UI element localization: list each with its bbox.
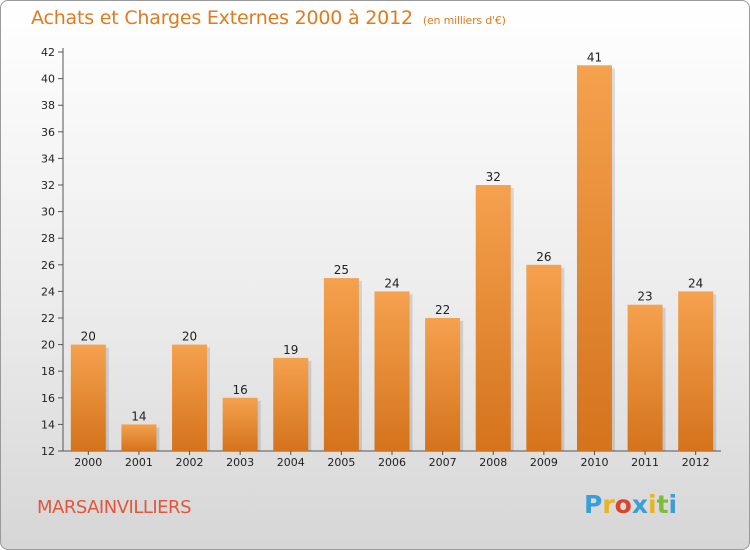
logo-letter: o <box>614 490 632 519</box>
y-tick-label: 14 <box>41 418 55 431</box>
bar <box>121 424 157 451</box>
y-tick-label: 20 <box>41 339 55 352</box>
y-tick-label: 34 <box>41 152 55 165</box>
x-tick-label: 2011 <box>631 456 659 469</box>
bar <box>323 278 359 451</box>
x-tick-label: 2012 <box>682 456 710 469</box>
y-tick-label: 26 <box>41 259 55 272</box>
y-tick-label: 36 <box>41 126 55 139</box>
logo-letter: i <box>668 490 678 519</box>
bar <box>222 397 258 451</box>
data-label: 20 <box>182 330 197 344</box>
data-label: 23 <box>637 290 652 304</box>
x-tick-label: 2010 <box>580 456 608 469</box>
bar <box>576 65 612 452</box>
bar <box>172 344 208 451</box>
x-tick-label: 2007 <box>429 456 457 469</box>
logo-letter: P <box>584 490 603 519</box>
data-label: 22 <box>435 303 450 317</box>
bar <box>475 185 511 451</box>
logo-letter: x <box>631 490 648 519</box>
y-tick-label: 12 <box>41 445 55 458</box>
chart-title: Achats et Charges Externes 2000 à 2012 (e… <box>31 7 506 29</box>
y-tick-label: 24 <box>41 285 55 298</box>
proxiti-logo[interactable]: Proxiti <box>584 490 677 519</box>
logo-letter: r <box>602 490 615 519</box>
x-tick-label: 2008 <box>479 456 507 469</box>
chart-title-text: Achats et Charges Externes 2000 à 2012 <box>31 7 413 29</box>
commune-name: MARSAINVILLIERS <box>37 497 192 518</box>
bar <box>374 291 410 451</box>
y-tick-label: 38 <box>41 99 55 112</box>
data-label: 16 <box>233 383 248 397</box>
data-label: 14 <box>131 409 146 423</box>
x-tick-label: 2000 <box>74 456 102 469</box>
logo-letter: t <box>656 490 669 519</box>
data-label: 20 <box>81 330 96 344</box>
chart-subtitle: (en milliers d'€) <box>422 14 506 27</box>
x-tick-label: 2002 <box>176 456 204 469</box>
data-label: 24 <box>384 276 399 290</box>
data-label: 41 <box>587 50 602 64</box>
data-label: 19 <box>283 343 298 357</box>
logo-letter: i <box>648 490 657 519</box>
x-tick-label: 2009 <box>530 456 558 469</box>
bar <box>273 357 309 451</box>
data-label: 26 <box>536 250 551 264</box>
y-tick-label: 16 <box>41 392 55 405</box>
bar <box>70 344 106 451</box>
y-tick-label: 18 <box>41 365 55 378</box>
y-tick-label: 22 <box>41 312 55 325</box>
data-label: 25 <box>334 263 349 277</box>
y-tick-label: 42 <box>41 46 55 59</box>
y-tick-label: 28 <box>41 232 55 245</box>
x-tick-label: 2005 <box>327 456 355 469</box>
bar <box>526 264 562 451</box>
y-tick-label: 40 <box>41 73 55 86</box>
y-tick-label: 32 <box>41 179 55 192</box>
bar <box>627 304 663 451</box>
x-tick-label: 2003 <box>226 456 254 469</box>
bar <box>425 318 461 451</box>
x-tick-label: 2001 <box>125 456 153 469</box>
data-label: 24 <box>688 276 703 290</box>
data-label: 32 <box>486 170 501 184</box>
x-tick-label: 2006 <box>378 456 406 469</box>
bar <box>678 291 714 451</box>
y-tick-label: 30 <box>41 206 55 219</box>
x-tick-label: 2004 <box>277 456 305 469</box>
